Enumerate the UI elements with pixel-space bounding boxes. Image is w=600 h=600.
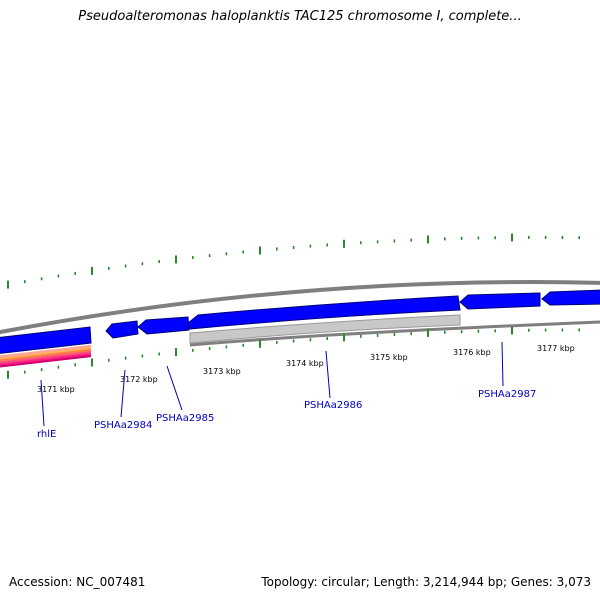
feature-band-grey-edge (189, 320, 600, 347)
kbp-label: 3172 kbp (120, 375, 158, 384)
gene-label-PSHAa2987[interactable]: PSHAa2987 (478, 389, 536, 400)
outer-tick-ring (7, 233, 581, 289)
gene-track (0, 289, 600, 354)
gene-PSHAa2986-arrow[interactable] (187, 295, 461, 330)
kbp-label: 3175 kbp (370, 353, 408, 362)
kbp-label: 3173 kbp (203, 367, 241, 376)
rhlE-color-stripes (0, 344, 92, 368)
gene-label-PSHAa2985[interactable]: PSHAa2985 (156, 413, 214, 424)
feature-band-grey (189, 314, 461, 344)
kbp-label: 3176 kbp (453, 348, 491, 357)
gene-rhlE-arrow[interactable] (0, 326, 92, 354)
kbp-label: 3174 kbp (286, 359, 324, 368)
gene-PSHAa2985-arrow[interactable] (137, 316, 190, 335)
gene-label-PSHAa2984[interactable]: PSHAa2984 (94, 420, 152, 431)
gene-next-arrow[interactable] (541, 289, 600, 306)
gene-leader-lines (40, 341, 504, 427)
backbone-line (0, 280, 600, 335)
gene-label-rhlE[interactable]: rhlE (37, 429, 56, 440)
kbp-label: 3177 kbp (537, 344, 575, 353)
gene-label-PSHAa2986[interactable]: PSHAa2986 (304, 400, 362, 411)
kbp-label: 3171 kbp (37, 385, 75, 394)
gene-PSHAa2984-arrow[interactable] (105, 320, 139, 339)
inner-tick-ring (7, 326, 581, 379)
map-title: Pseudoalteromonas haloplanktis TAC125 ch… (78, 9, 522, 24)
topology-summary-text: Topology: circular; Length: 3,214,944 bp… (261, 575, 591, 589)
gene-PSHAa2987-arrow[interactable] (459, 292, 541, 310)
accession-text: Accession: NC_007481 (9, 575, 146, 589)
